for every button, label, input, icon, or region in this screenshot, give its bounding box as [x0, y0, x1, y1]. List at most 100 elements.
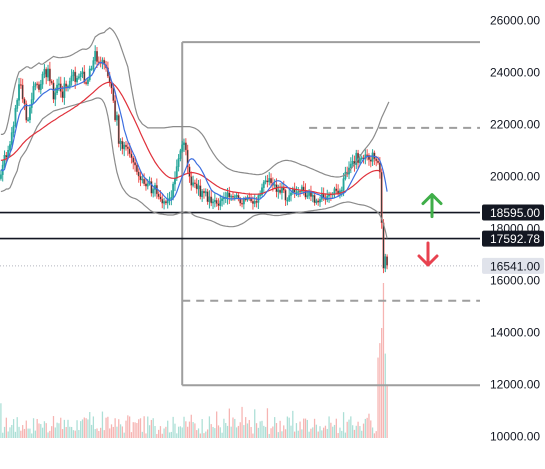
candle-body	[377, 160, 379, 163]
volume-bar	[272, 426, 274, 438]
candle-body	[146, 183, 149, 187]
volume-bar	[239, 422, 241, 438]
candle-body	[375, 158, 378, 162]
volume-bar	[80, 421, 82, 438]
volume-bar	[319, 426, 321, 438]
candle-body	[87, 79, 89, 84]
volume-bar	[254, 409, 256, 438]
volume-bar	[339, 427, 341, 438]
candle-body	[286, 199, 289, 202]
volume-bar	[212, 426, 214, 438]
volume-bar	[109, 428, 111, 438]
volume-bar	[252, 433, 254, 438]
volume-bar	[346, 421, 348, 438]
candle-body	[251, 201, 254, 204]
candle-body	[186, 149, 189, 168]
volume-bar	[167, 420, 169, 438]
candle-body	[366, 154, 369, 156]
volume-bar	[99, 427, 102, 438]
volume-bar	[163, 428, 165, 438]
volume-bar	[290, 425, 292, 438]
candle-body	[19, 84, 22, 86]
candle-body	[10, 132, 13, 145]
candle-body	[85, 82, 88, 84]
signal-arrows	[417, 193, 443, 267]
candle-body	[228, 192, 231, 198]
candle-body	[112, 87, 115, 101]
y-axis-tick-label: 26000.00	[490, 14, 540, 28]
volume-bar	[119, 424, 122, 438]
candle-body	[266, 180, 269, 183]
candle-body	[159, 196, 162, 200]
candle-body	[371, 152, 374, 162]
volume-bar	[386, 384, 388, 438]
volume-bar	[237, 425, 240, 438]
candle-body	[311, 195, 314, 197]
candle-body	[137, 171, 140, 177]
indicator-lines	[0, 27, 390, 239]
volume-bar	[36, 418, 38, 438]
candle-body	[164, 201, 167, 204]
volume-bar	[103, 430, 105, 438]
candle-body	[300, 186, 303, 192]
volume-bar	[23, 428, 26, 438]
candle-body	[79, 73, 82, 77]
volume-bar	[335, 418, 337, 438]
candle-body	[34, 83, 37, 87]
candle-body	[302, 186, 305, 191]
candle-body	[232, 196, 234, 198]
volume-bar	[3, 426, 6, 438]
volume-bar	[208, 416, 211, 438]
candle-body	[306, 195, 309, 198]
volume-bar	[228, 408, 230, 438]
volume-bar	[32, 418, 35, 438]
arrow-up-icon	[421, 193, 443, 219]
volume-bar	[312, 427, 314, 438]
volume-bar	[12, 419, 15, 438]
candle-body	[253, 201, 256, 204]
volume-bar	[317, 431, 319, 438]
volume-bar	[225, 422, 227, 438]
volume-bar	[261, 420, 263, 438]
volume-bar	[361, 430, 363, 438]
candle-body	[90, 68, 93, 71]
volume-bar	[72, 430, 75, 438]
volume-bar	[368, 413, 370, 438]
volume-bar	[136, 423, 138, 438]
volume-bar	[76, 420, 78, 438]
candle-body	[241, 203, 243, 205]
volume-bar	[60, 417, 62, 438]
volume-bar	[174, 423, 176, 438]
volume-bar	[355, 425, 357, 438]
volume-bar	[92, 416, 95, 438]
candle-body	[203, 191, 205, 194]
volume-bar	[0, 403, 2, 438]
volume-bar	[47, 432, 49, 438]
volume-bar	[40, 424, 42, 438]
candle-body	[116, 115, 118, 121]
volume-bar	[246, 423, 249, 438]
volume-bar	[45, 423, 47, 438]
candle-body	[368, 154, 370, 160]
volume-bar	[348, 419, 350, 438]
volume-bar	[275, 423, 278, 438]
volume-bar	[268, 433, 270, 438]
candle-body	[290, 192, 292, 196]
volume-bar	[54, 427, 56, 438]
volume-bar	[145, 433, 147, 438]
volume-bar	[14, 431, 17, 438]
candle-body	[199, 185, 202, 197]
volume-bar	[49, 430, 51, 438]
volume-bar	[83, 417, 85, 438]
candle-body	[161, 198, 164, 204]
volume-bar	[90, 424, 93, 438]
candle-body	[183, 142, 185, 146]
candle-body	[351, 160, 354, 165]
candle-body	[299, 191, 301, 193]
volume-bar	[123, 432, 125, 438]
volume-bar	[248, 419, 250, 438]
volume-bar	[110, 424, 113, 438]
volume-bar	[210, 424, 212, 438]
volume-bar	[187, 426, 189, 438]
